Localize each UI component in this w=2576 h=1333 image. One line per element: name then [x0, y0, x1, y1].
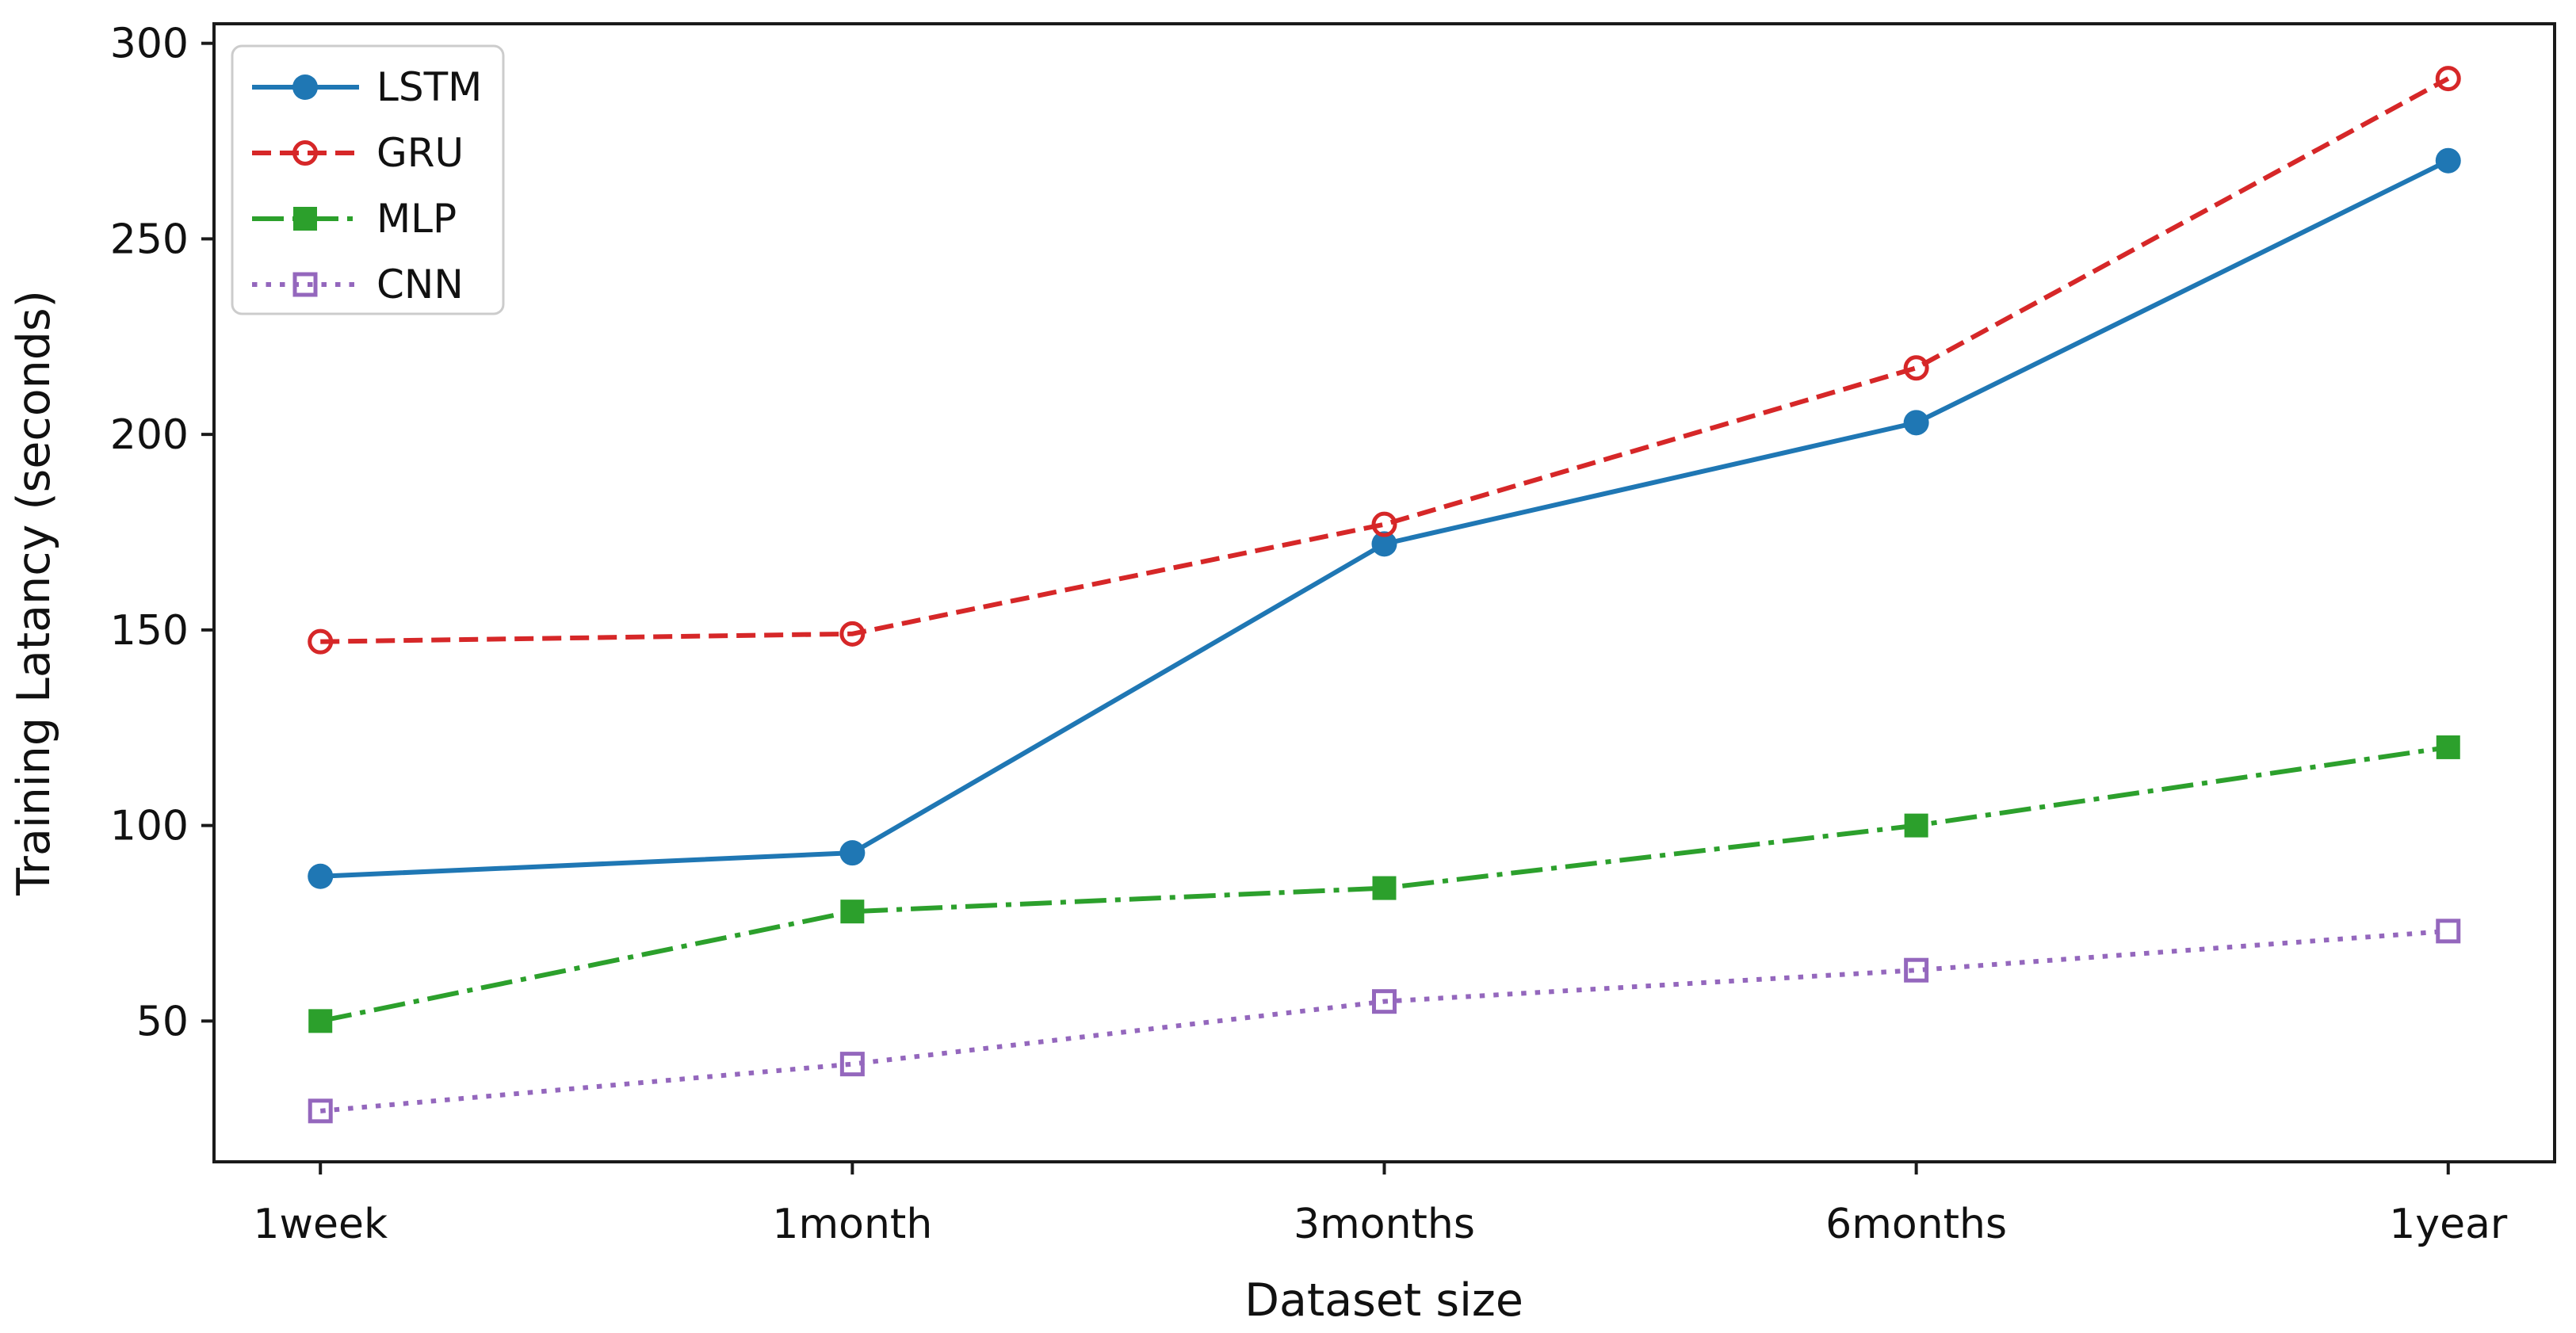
data-point-GRU: [839, 621, 866, 647]
legend-label-LSTM: LSTM: [376, 64, 482, 110]
x-tick-label: 1year: [2389, 1201, 2508, 1248]
x-tick-label: 1week: [253, 1201, 388, 1248]
data-point-LSTM: [1903, 410, 1929, 436]
legend-marker-CNN: [292, 272, 318, 297]
data-point-GRU: [2435, 66, 2461, 92]
legend-label-GRU: GRU: [376, 130, 464, 176]
data-point-MLP: [1904, 813, 1928, 838]
legend-label-CNN: CNN: [376, 262, 464, 307]
data-point-CNN: [1372, 989, 1397, 1014]
data-point-LSTM: [1371, 531, 1397, 557]
legend-marker-GRU: [292, 140, 318, 166]
y-tick-label: 100: [110, 803, 189, 850]
x-tick-label: 3months: [1294, 1201, 1475, 1248]
data-point-MLP: [308, 1009, 333, 1033]
legend-box: [231, 44, 505, 315]
legend-label-MLP: MLP: [376, 196, 457, 242]
y-axis-label: Training Latancy (seconds): [8, 290, 60, 896]
y-tick-label: 200: [110, 411, 189, 459]
x-tick-label: 6months: [1825, 1201, 2007, 1248]
x-axis-label: Dataset size: [1244, 1274, 1523, 1327]
data-point-CNN: [839, 1052, 865, 1077]
legend-marker-LSTM: [292, 74, 318, 100]
series-line-CNN: [319, 928, 2448, 1113]
data-point-GRU: [1371, 511, 1397, 537]
data-point-LSTM: [839, 840, 866, 866]
legend-marker-MLP: [293, 207, 317, 231]
data-point-LSTM: [308, 863, 334, 889]
data-point-CNN: [1904, 957, 1929, 983]
data-point-GRU: [1903, 355, 1929, 381]
data-point-MLP: [840, 899, 865, 924]
y-tick-label: 300: [110, 21, 189, 68]
data-point-MLP: [2436, 735, 2460, 759]
x-tick-label: 1month: [772, 1201, 932, 1248]
series-line-GRU: [320, 76, 2450, 644]
y-tick-label: 50: [136, 998, 189, 1045]
y-tick-label: 150: [110, 607, 189, 655]
y-tick-label: 250: [110, 216, 189, 263]
data-point-LSTM: [2435, 147, 2461, 174]
plot-area: [212, 22, 2556, 1163]
data-point-CNN: [2436, 919, 2461, 944]
data-point-GRU: [308, 628, 334, 655]
data-point-MLP: [1372, 876, 1397, 900]
data-point-CNN: [308, 1098, 333, 1124]
